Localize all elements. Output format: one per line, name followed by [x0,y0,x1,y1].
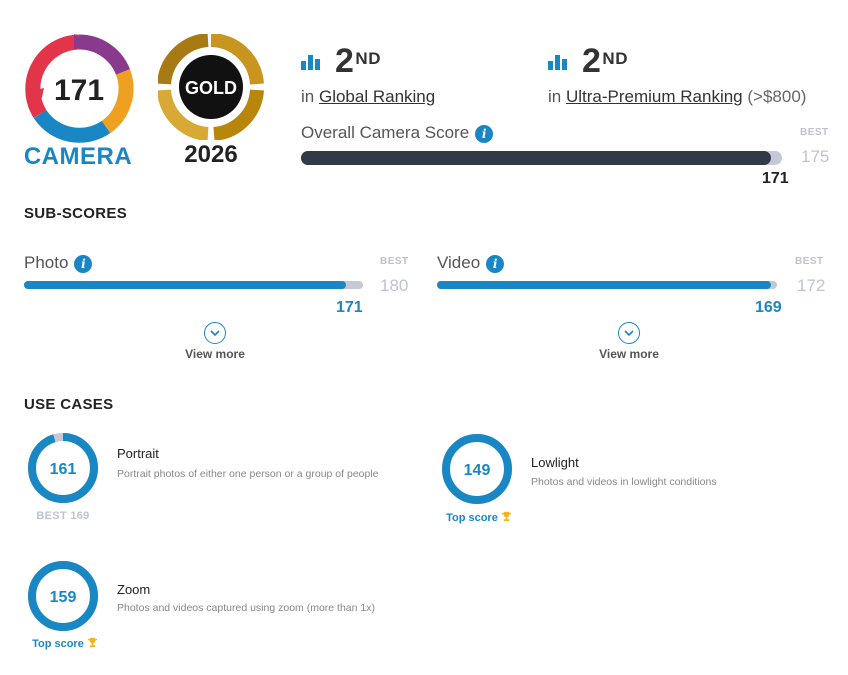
photo-view-more-button[interactable]: View more [175,322,255,361]
best-value: 172 [797,276,826,295]
info-icon[interactable]: i [486,254,505,273]
zoom-score-value: 159 [50,589,77,606]
zoom-score-ring: 159 [28,561,98,631]
use-cases-title: USE CASES [24,396,114,413]
overall-score-fill [301,151,771,165]
trophy-icon [87,637,97,648]
gold-award-badge: GOLD [158,34,264,140]
bar-chart-icon [301,55,320,70]
global-ranking-link[interactable]: Global Ranking [318,87,436,106]
photo-label: Photo i [24,253,93,273]
price-range-note: (>$800) [747,87,807,106]
photo-score-value: 171 [336,299,363,316]
best-label: BEST [380,256,409,267]
rank-prefix: in [548,87,562,106]
rank-number: 2ND [582,42,628,80]
award-year: 2026 [184,141,238,168]
camera-label: CAMERA [23,143,133,170]
zoom-title: Zoom [117,582,151,597]
best-value: 180 [380,276,409,295]
lowlight-score-value: 149 [464,462,491,479]
portrait-best-label: BEST 169 [36,510,90,522]
lowlight-description: Photos and videos in lowlight conditions [531,476,717,488]
video-score-fill [437,281,772,289]
portrait-description: Portrait photos of either one person or … [117,468,379,480]
global-ranking: 2ND in Global Ranking [301,44,435,107]
rank-prefix: in [301,87,315,106]
camera-score-badge: 171 [25,34,134,143]
lowlight-top-score-badge: Top score [437,511,521,524]
video-view-more-button[interactable]: View more [589,322,669,361]
overall-score-value: 171 [762,170,789,187]
trophy-icon [501,511,511,522]
overall-score-label: Overall Camera Score i [301,123,494,143]
chevron-down-icon [204,322,226,344]
zoom-description: Photos and videos captured using zoom (m… [117,602,375,614]
bar-chart-icon [548,55,567,70]
lowlight-score-ring: 149 [442,434,512,504]
portrait-score-value: 161 [50,461,77,478]
ultra-premium-ranking: 2ND in Ultra-Premium Ranking (>$800) [548,44,806,107]
sub-scores-title: SUB-SCORES [24,205,128,222]
video-score-value: 169 [755,299,782,316]
video-score-bar [437,281,777,289]
photo-score-fill [24,281,347,289]
lowlight-title: Lowlight [531,455,579,470]
portrait-title: Portrait [117,446,159,461]
camera-score-value: 171 [54,74,104,107]
chevron-down-icon [618,322,640,344]
best-value: 175 [801,147,830,166]
rank-number: 2ND [335,42,381,80]
zoom-top-score-badge: Top score [23,637,107,650]
ultra-premium-ranking-link[interactable]: Ultra-Premium Ranking [565,87,743,106]
info-icon[interactable]: i [475,124,494,143]
gold-badge-text: GOLD [185,78,237,98]
best-label: BEST [795,256,824,267]
info-icon[interactable]: i [74,254,93,273]
video-label: Video i [437,253,505,273]
best-label: BEST [800,127,829,138]
photo-score-bar [24,281,363,289]
portrait-score-ring: 161 [28,433,98,503]
overall-score-bar [301,151,782,165]
